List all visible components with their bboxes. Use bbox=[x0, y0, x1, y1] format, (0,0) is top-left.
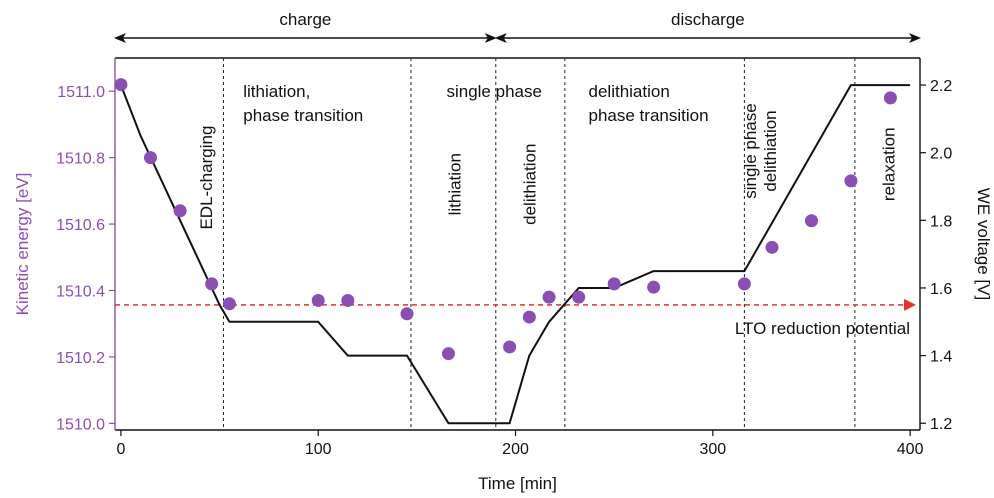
region-label-vertical: EDL-charging bbox=[197, 126, 216, 230]
kinetic-energy-point bbox=[341, 293, 355, 307]
kinetic-energy-point bbox=[572, 290, 586, 304]
kinetic-energy-point bbox=[144, 151, 158, 165]
kinetic-energy-point bbox=[647, 280, 661, 294]
region-label: phase transition bbox=[243, 106, 363, 125]
region-label-vertical: delithiation bbox=[761, 110, 780, 191]
phase-arrow-label: discharge bbox=[671, 10, 745, 29]
kinetic-energy-point bbox=[844, 174, 858, 188]
region-label-vertical: single phase bbox=[741, 103, 760, 198]
reference-line-label: LTO reduction potential bbox=[735, 319, 910, 338]
y-right-tick-label: 1.6 bbox=[930, 281, 952, 298]
kinetic-energy-point bbox=[883, 91, 897, 105]
y-left-tick-label: 1510.4 bbox=[56, 284, 105, 301]
kinetic-energy-point bbox=[765, 240, 779, 254]
kinetic-energy-point bbox=[222, 297, 236, 311]
kinetic-energy-point bbox=[503, 340, 517, 354]
y-left-axis-title: Kinetic energy [eV] bbox=[13, 173, 32, 316]
y-right-tick-label: 2.0 bbox=[930, 146, 952, 163]
y-left-tick-label: 1510.0 bbox=[56, 416, 105, 433]
kinetic-energy-point bbox=[114, 78, 128, 92]
x-tick-label: 200 bbox=[502, 441, 529, 458]
region-label: single phase bbox=[446, 82, 541, 101]
region-label-vertical: lithiation bbox=[445, 153, 464, 215]
x-tick-label: 0 bbox=[116, 441, 125, 458]
y-right-tick-label: 1.8 bbox=[930, 213, 952, 230]
y-right-tick-label: 1.2 bbox=[930, 416, 952, 433]
region-label: phase transition bbox=[589, 106, 709, 125]
region-label-vertical: relaxation bbox=[879, 127, 898, 201]
y-left-tick-label: 1510.2 bbox=[56, 350, 105, 367]
kinetic-energy-point bbox=[804, 214, 818, 228]
kinetic-energy-point bbox=[400, 307, 414, 321]
y-right-tick-label: 2.2 bbox=[930, 78, 952, 95]
phase-arrow-label: charge bbox=[279, 10, 331, 29]
kinetic-energy-point bbox=[173, 204, 187, 218]
x-tick-label: 400 bbox=[897, 441, 924, 458]
kinetic-energy-point bbox=[607, 277, 621, 291]
kinetic-energy-point bbox=[205, 277, 219, 291]
y-right-axis-title: WE voltage [V] bbox=[974, 188, 993, 300]
y-left-tick-label: 1510.8 bbox=[56, 151, 105, 168]
voltage-series-line bbox=[119, 84, 911, 425]
x-tick-label: 300 bbox=[699, 441, 726, 458]
kinetic-energy-point bbox=[441, 347, 455, 361]
kinetic-energy-point bbox=[522, 310, 536, 324]
region-label-vertical: delithiation bbox=[520, 144, 539, 225]
kinetic-energy-point bbox=[311, 293, 325, 307]
region-label: delithiation bbox=[589, 82, 670, 101]
y-right-tick-label: 1.4 bbox=[930, 349, 952, 366]
x-axis-title: Time [min] bbox=[478, 474, 557, 493]
y-left-tick-label: 1511.0 bbox=[57, 84, 105, 101]
x-tick-label: 100 bbox=[305, 441, 332, 458]
y-left-tick-label: 1510.6 bbox=[56, 217, 105, 234]
region-label: lithiation, bbox=[243, 82, 310, 101]
kinetic-energy-point bbox=[542, 290, 556, 304]
kinetic-energy-point bbox=[737, 277, 751, 291]
